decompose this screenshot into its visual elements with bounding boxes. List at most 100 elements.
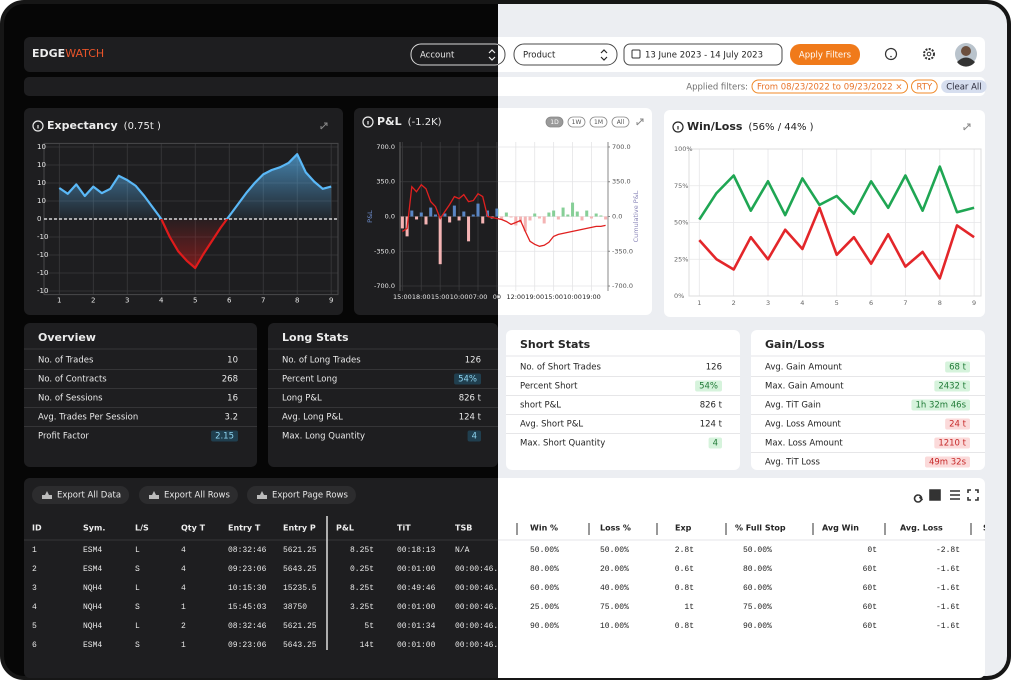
table-cell: 50.00% <box>743 546 772 555</box>
fullscreen-icon[interactable] <box>967 489 979 501</box>
bar <box>575 211 579 217</box>
range-button[interactable] <box>567 116 586 128</box>
badge <box>934 380 970 392</box>
table-cell: 1t <box>684 603 694 612</box>
table-cell: 4 <box>32 603 37 612</box>
y-tick-label: 10 <box>37 179 46 187</box>
export-icon <box>42 491 52 499</box>
bar <box>481 216 485 224</box>
range-button[interactable] <box>545 116 564 128</box>
bar <box>519 216 523 223</box>
y-tick-label: 0 <box>37 215 41 223</box>
filter-chip[interactable] <box>751 79 909 94</box>
select[interactable] <box>513 43 618 66</box>
filter-chip-label: From 08/23/2022 to 09/23/2022 × <box>757 83 903 93</box>
logo: WATCH <box>65 47 104 60</box>
table-cell: S <box>135 641 140 650</box>
grid-icon[interactable] <box>929 489 941 501</box>
export-button[interactable] <box>247 486 356 504</box>
x-tick-label: 4 <box>800 299 804 307</box>
table-cell: 80.00% <box>530 565 559 574</box>
filter-chip[interactable] <box>911 79 938 94</box>
clear-all-button[interactable] <box>941 80 987 93</box>
stat-label: No. of Contracts <box>38 375 107 385</box>
table-cell: 4 <box>181 584 186 593</box>
y2-tick-label: 350.0 <box>612 178 631 186</box>
x-tick-label: 6 <box>869 299 873 307</box>
bar <box>429 207 433 217</box>
export-button[interactable] <box>32 486 130 504</box>
export-label: Export All Data <box>57 491 121 501</box>
table-cell: 10:15:30 <box>228 584 267 593</box>
list-icon[interactable] <box>950 490 960 500</box>
y-tick-label: 100% <box>674 145 693 153</box>
stat-value: 16 <box>227 394 238 404</box>
range-button[interactable] <box>589 116 608 128</box>
y-tick-label: -10 <box>37 251 48 259</box>
stat-label: Percent Long <box>282 375 337 385</box>
bar <box>438 216 442 265</box>
x-tick-label: 18:00 <box>412 293 431 301</box>
select[interactable] <box>410 43 506 66</box>
bar <box>433 214 437 217</box>
table-cell: 50.00% <box>600 546 629 555</box>
x-tick-label: 8 <box>938 299 942 307</box>
stat-label: No. of Sessions <box>38 394 103 404</box>
export-label: Export Page Rows <box>272 491 348 501</box>
range-button-label: All <box>617 119 625 126</box>
table-cell: 90.00% <box>743 622 772 631</box>
chart-title: Expectancy <box>47 119 118 132</box>
area-fill <box>59 154 332 268</box>
table-cell: 00:00:46. <box>455 603 498 612</box>
table-cell: 00:01:00 <box>397 603 436 612</box>
table-cell: 60.00% <box>743 584 772 593</box>
cumulative-line <box>402 183 606 247</box>
table-cell: 1 <box>181 641 186 650</box>
stats-title: Gain/Loss <box>765 338 825 351</box>
table-cell: 80.00% <box>743 565 772 574</box>
table-cell: 40.00% <box>600 584 629 593</box>
table-cell: 1 <box>181 603 186 612</box>
table-cell: 0.25t <box>350 565 374 574</box>
line <box>698 165 975 221</box>
x-tick-label: 2 <box>732 299 736 307</box>
bar <box>504 212 508 217</box>
badge <box>695 380 722 392</box>
y-tick-label: 10 <box>37 197 46 205</box>
table-cell: -1.6t <box>936 603 960 612</box>
table-cell: 08:32:46 <box>228 546 267 555</box>
search-icon[interactable] <box>913 494 924 503</box>
x-tick-label: 4 <box>159 297 164 305</box>
settings-icon <box>923 48 935 60</box>
export-button[interactable] <box>139 486 238 504</box>
bar <box>528 216 532 221</box>
x-tick-label: 15:00 <box>393 293 412 301</box>
y-tick-label: -10 <box>37 287 48 295</box>
table-cell: 4 <box>181 546 186 555</box>
stat-value: 68 t <box>949 363 967 373</box>
date-picker[interactable] <box>623 43 783 66</box>
bar <box>580 216 584 221</box>
y-tick-label: -10 <box>37 233 48 241</box>
apply-button[interactable] <box>790 44 860 65</box>
stat-value: 10 <box>227 356 238 366</box>
export-icon <box>149 491 159 499</box>
table-cell: 14t <box>360 641 374 650</box>
help-dot <box>890 55 892 58</box>
x-tick-label: 3 <box>125 297 129 305</box>
badge <box>454 373 481 385</box>
stat-value: 49m 32s <box>929 458 967 468</box>
table-card <box>24 478 985 678</box>
line <box>698 206 975 280</box>
stat-value: 124 t <box>700 420 723 430</box>
table-cell: 20.00% <box>600 565 629 574</box>
stat-label: Profit Factor <box>38 432 89 442</box>
table-cell: 00:01:00 <box>397 641 436 650</box>
range-button[interactable] <box>611 116 630 128</box>
bar <box>452 205 456 217</box>
bar <box>561 207 565 217</box>
stat-value: 2.15 <box>215 432 234 442</box>
table-cell: 00:00:46. <box>455 584 498 593</box>
table-cell: 60t <box>863 603 877 612</box>
table-cell: 00:00:46. <box>455 641 498 650</box>
